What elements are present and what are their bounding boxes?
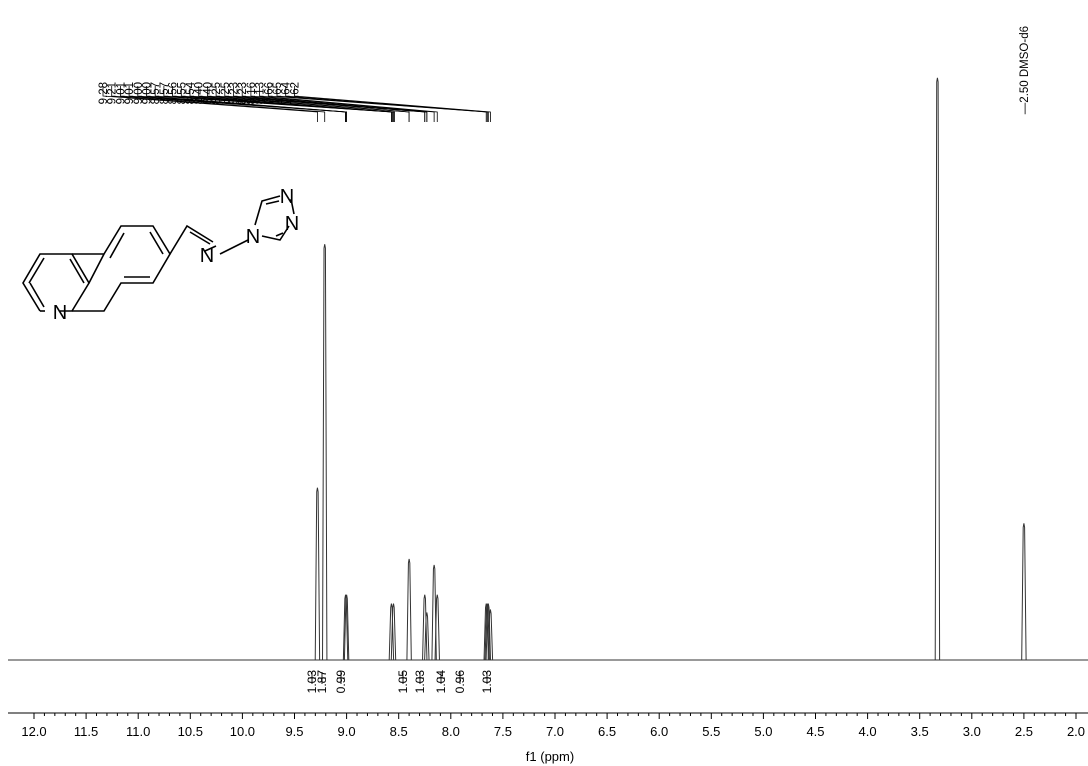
peak-label: 8.40 (194, 82, 206, 104)
peak (434, 594, 440, 661)
peak-label: 9.01 (115, 82, 127, 104)
peak-label: 8.23 (229, 82, 241, 104)
peak-label-leader (241, 86, 428, 122)
bond (28, 257, 45, 284)
peak (322, 244, 328, 661)
x-tick-label: 10.5 (178, 724, 203, 739)
peak-label: 8.56 (168, 82, 180, 104)
solvent-label: —2.50 DMSO-d6 (1019, 26, 1031, 114)
x-axis-label: f1 (ppm) (526, 749, 574, 764)
bond (189, 231, 211, 245)
peak (431, 564, 437, 661)
x-tick-label: 8.0 (442, 724, 460, 739)
bond (290, 198, 295, 215)
bond (261, 225, 290, 241)
peak-label: 9.01 (124, 82, 136, 104)
x-tick-label: 8.5 (390, 724, 408, 739)
x-tick-label: 3.5 (911, 724, 929, 739)
peak (1021, 523, 1027, 661)
bond (169, 224, 214, 255)
peak (390, 603, 397, 661)
peak-label: 8.57 (159, 82, 171, 104)
bond (219, 239, 249, 255)
bond (88, 253, 105, 284)
x-tick-label: 5.5 (702, 724, 720, 739)
triazole-n1-label: N (280, 186, 294, 208)
peak (424, 612, 430, 661)
x-tick-label: 4.0 (859, 724, 877, 739)
integrals: 1.031.87 0.99 1.05 1.03 1.04 0.96 1.03 (305, 670, 494, 694)
x-tick-label: 12.0 (21, 724, 46, 739)
quinoline-n-label: N (53, 302, 67, 324)
bond (254, 195, 281, 226)
bond (204, 245, 217, 252)
peak-label-leader (102, 86, 318, 122)
peak-label: 9.28 (98, 82, 110, 104)
peak-label: 9.00 (142, 82, 154, 104)
peak (484, 603, 490, 661)
peak-label: 9.00 (133, 82, 145, 104)
peak-label: 9.21 (107, 82, 119, 104)
peak-label-leader (285, 86, 489, 122)
bond (265, 200, 280, 205)
peak-label: 8.23 (237, 82, 249, 104)
x-tick-label: 9.5 (285, 724, 303, 739)
peak-label: 8.40 (202, 82, 214, 104)
peak-label: 8.57 (150, 82, 162, 104)
x-axis: 12.0 11.5 11.0 10.5 10.0 9.5 9.0 8.5 8.0 7.5 7.0 6.… (8, 712, 1088, 739)
triazole-n2-label: N (285, 213, 299, 235)
peak-labels: 9.289.219.019.019.009.008.578.578.568.55… (98, 26, 1031, 122)
peak-label-leader (259, 86, 438, 122)
peak-label: 7.62 (289, 82, 301, 104)
bond (29, 282, 45, 308)
peak-label: 8.55 (176, 82, 188, 104)
peak-label: 8.54 (185, 81, 197, 104)
peak-label: 7.64 (281, 81, 293, 104)
x-tick-label: 7.0 (546, 724, 564, 739)
peak (487, 609, 494, 661)
x-tick-label: 10.0 (230, 724, 255, 739)
peak-label-leader (293, 86, 491, 122)
peak-label-leader (250, 86, 435, 122)
bond (275, 232, 284, 237)
peak-label: 7.65 (272, 82, 284, 104)
peak-label-leader (111, 86, 326, 122)
x-tick-label: 11.5 (74, 724, 98, 739)
peak-label: 8.16 (246, 82, 258, 104)
x-tick-label: 3.0 (963, 724, 981, 739)
x-tick-label: 7.5 (494, 724, 512, 739)
x-tick-label: 4.5 (806, 724, 824, 739)
peak (406, 558, 412, 661)
peak-label: 8.25 (211, 82, 223, 104)
peak-label-leader (146, 86, 348, 122)
peak-label: 7.66 (263, 82, 275, 104)
x-tick-label: 6.5 (598, 724, 616, 739)
bond (109, 232, 125, 259)
x-tick-label: 2.0 (1067, 724, 1085, 739)
x-tick-label: 5.0 (754, 724, 772, 739)
imine-n-label: N (200, 245, 214, 267)
bond (69, 258, 85, 284)
peak (314, 487, 321, 661)
peak (934, 77, 941, 661)
peak (343, 594, 350, 661)
x-tick-label: 6.0 (650, 724, 668, 739)
peak-label: 8.13 (255, 82, 267, 104)
peak-label-leader (206, 86, 410, 122)
x-tick-label: 11.0 (126, 724, 150, 739)
triazole-n4-label: N (246, 226, 260, 248)
peak (342, 594, 349, 661)
peak-label: 8.25 (220, 82, 232, 104)
peak-label-leader (224, 86, 426, 122)
bond (149, 231, 164, 255)
molecule-structure (22, 195, 295, 312)
spectrum (8, 77, 1088, 661)
x-tick-label: 9.0 (338, 724, 356, 739)
peak-label-leader (189, 86, 395, 122)
x-tick-label: 2.5 (1015, 724, 1033, 739)
